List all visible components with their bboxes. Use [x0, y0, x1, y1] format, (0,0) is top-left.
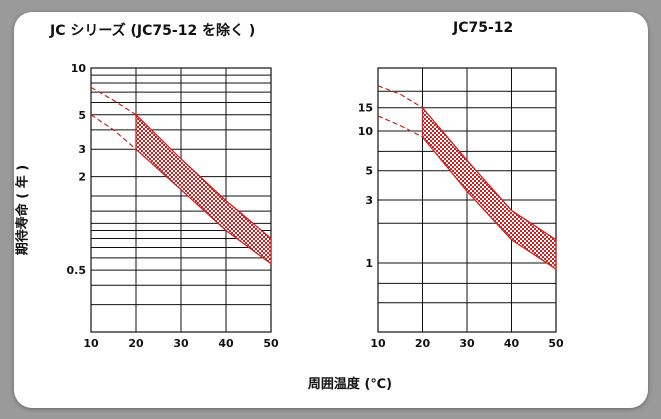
y-tick-label: 2 [78, 171, 86, 184]
extrapolated-upper-line [90, 86, 137, 116]
y-tick-label: 5 [78, 109, 86, 122]
x-tick-label: 10 [83, 337, 99, 350]
extrapolated-lower-line [377, 115, 423, 138]
x-tick-label: 50 [548, 337, 564, 350]
x-tick-label: 50 [263, 337, 279, 350]
x-tick-label: 40 [218, 337, 234, 350]
y-tick-label: 3 [365, 194, 373, 207]
chart-right: 10 20 30 40 50 15 10 5 3 1 [358, 67, 564, 350]
x-tick-label: 20 [415, 337, 431, 350]
x-tick-label: 40 [504, 337, 520, 350]
y-tick-label: 1 [365, 257, 373, 270]
x-tick-label: 10 [370, 337, 386, 350]
extrapolated-lower-line [90, 114, 137, 150]
x-axis-title: 周囲温度 (℃) [307, 377, 393, 392]
x-tick-label: 30 [459, 337, 475, 350]
y-axis-title: 期待寿命 ( 年 ) [15, 164, 31, 256]
chart-left: 10 20 30 40 50 10 5 3 2 0.5 [67, 62, 279, 350]
life-band [421, 105, 557, 271]
x-tick-label: 30 [173, 337, 189, 350]
y-tick-label: 0.5 [67, 264, 87, 277]
chart-title-left: JC シリーズ (JC75-12 を除く ) [50, 23, 256, 39]
y-tick-label: 10 [71, 62, 87, 75]
y-tick-label: 3 [78, 143, 86, 156]
chart-title-right: JC75-12 [453, 20, 514, 36]
life-band [135, 113, 272, 266]
y-tick-label: 15 [358, 102, 373, 115]
x-tick-label: 20 [128, 337, 144, 350]
y-tick-label: 5 [365, 165, 373, 178]
y-tick-label: 10 [358, 125, 374, 138]
extrapolated-upper-line [377, 85, 423, 109]
